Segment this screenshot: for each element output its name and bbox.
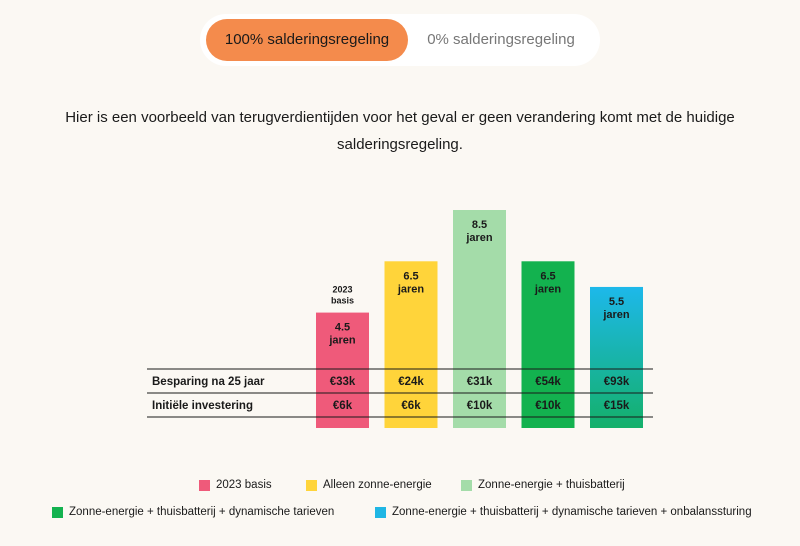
legend-swatch [375, 506, 386, 518]
table-cell: €24k [398, 376, 424, 388]
table-cell: €31k [467, 376, 493, 388]
legend-item-zonne-thuisbatterij: Zonne-energie + thuisbatterij [461, 479, 625, 491]
table-cell: €15k [604, 400, 630, 412]
bar [521, 261, 575, 428]
bar-unit-label: jaren [465, 232, 493, 244]
bar-top-label: basis [331, 296, 354, 306]
table-row-label: Initiële investering [152, 400, 253, 412]
legend-label: Zonne-energie + thuisbatterij [478, 479, 625, 491]
bar-value-label: 4.5 [335, 322, 350, 334]
bar-top-label: 2023 [332, 285, 352, 295]
table-cell: €54k [535, 376, 561, 388]
bar-unit-label: jaren [602, 309, 630, 321]
intro-text: Hier is een voorbeeld van terugverdienti… [65, 109, 735, 153]
legend-swatch [306, 479, 317, 491]
table-cell: €33k [330, 376, 356, 388]
table-cell: €6k [401, 400, 421, 412]
bar [590, 286, 643, 428]
legend-item-dynamische-tarieven: Zonne-energie + thuisbatterij + dynamisc… [52, 506, 334, 518]
bar-unit-label: jaren [534, 283, 562, 295]
bar [453, 210, 506, 428]
legend-label: Zonne-energie + thuisbatterij + dynamisc… [392, 506, 752, 518]
legend-swatch [52, 506, 63, 518]
legend-label: Alleen zonne-energie [323, 479, 432, 491]
bar [384, 261, 438, 428]
table-cell: €93k [604, 376, 630, 388]
legend-item-onbalanssturing: Zonne-energie + thuisbatterij + dynamisc… [375, 506, 752, 518]
legend-item-2023-basis: 2023 basis [199, 479, 272, 491]
bar-unit-label: jaren [328, 335, 356, 347]
legend-swatch [461, 479, 472, 491]
toggle-option-100-percent[interactable]: 100% salderingsregeling [206, 19, 408, 61]
table-cell: €10k [467, 400, 493, 412]
bar [316, 312, 369, 428]
bar-value-label: 5.5 [609, 296, 624, 308]
legend-swatch [199, 479, 210, 491]
bar-value-label: 6.5 [403, 270, 418, 282]
payback-scenario-toggle: 100% salderingsregeling 0% salderingsreg… [200, 14, 600, 66]
legend-label: Zonne-energie + thuisbatterij + dynamisc… [69, 506, 335, 518]
legend-item-alleen-zonne-energie: Alleen zonne-energie [306, 479, 432, 491]
bar-unit-label: jaren [397, 283, 425, 295]
toggle-option-0-percent[interactable]: 0% salderingsregeling [427, 31, 575, 48]
table-cell: €10k [535, 400, 561, 412]
table-row-label: Besparing na 25 jaar [152, 376, 265, 388]
bar-value-label: 8.5 [472, 219, 487, 231]
legend-label: 2023 basis [216, 479, 272, 491]
table-cell: €6k [333, 400, 353, 412]
bar-value-label: 6.5 [540, 270, 555, 282]
